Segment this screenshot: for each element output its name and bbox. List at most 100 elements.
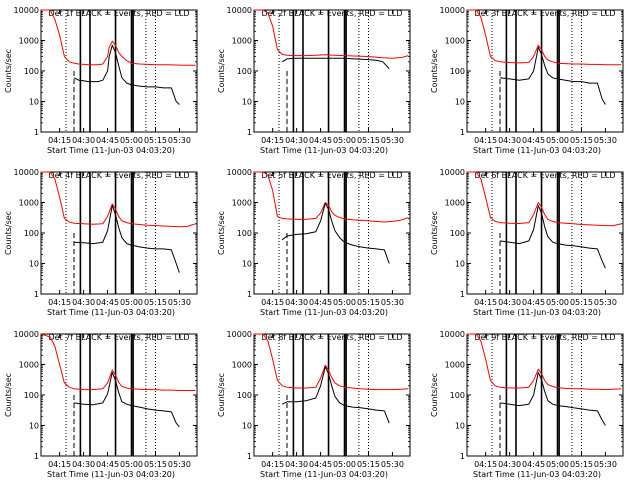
- plot-frame: [466, 333, 624, 457]
- x-tick-label: 05:00: [546, 460, 569, 469]
- y-tick-label: 10: [455, 98, 465, 107]
- y-tick-label: 10: [242, 422, 252, 431]
- x-tick-label: 05:30: [594, 460, 617, 469]
- y-axis-label: Counts/sec: [217, 211, 226, 255]
- y-tick-label: 1: [247, 290, 252, 299]
- x-tick-label: 05:30: [168, 460, 191, 469]
- series-line-lld: [466, 171, 622, 227]
- x-tick-label: 04:30: [498, 298, 521, 307]
- x-tick-label: 05:15: [144, 298, 167, 307]
- x-tick-label: 05:15: [357, 136, 380, 145]
- series-line-events: [499, 46, 606, 105]
- detector-panel-1: Det 1f BLACK = Events, RED = LLD 1 10 100 10…: [4, 6, 198, 155]
- detector-panel-3: Det 3f BLACK = Events, RED = LLD 1 10 100 10…: [430, 6, 624, 155]
- x-tick-label: 05:15: [570, 298, 593, 307]
- y-tick-label: 10000: [440, 330, 465, 339]
- y-tick-label: 1000: [19, 37, 39, 46]
- x-tick-label: 04:45: [522, 136, 545, 145]
- x-tick-label: 04:30: [72, 136, 95, 145]
- x-tick-label: 04:45: [522, 298, 545, 307]
- series-line-events: [281, 57, 390, 69]
- detector-panel-4: Det 4f BLACK = Events, RED = LLD 1 10 100 10…: [4, 168, 198, 317]
- y-axis-label: Counts/sec: [4, 211, 13, 255]
- panel-title: Det 1f BLACK = Events, RED = LLD: [48, 9, 189, 18]
- x-tick-label: 05:00: [120, 298, 143, 307]
- x-tick-label: 04:30: [498, 460, 521, 469]
- plot-frame: [466, 171, 624, 295]
- x-tick-label: 04:15: [261, 460, 284, 469]
- plot-frame: [40, 9, 198, 133]
- x-tick-label: 04:30: [285, 298, 308, 307]
- x-axis-label: Start Time (11-Jun-03 04:03:20): [473, 308, 601, 317]
- panel-title: Det 8f BLACK = Events, RED = LLD: [261, 333, 402, 342]
- y-axis-label: Counts/sec: [430, 49, 439, 93]
- x-axis-label: Start Time (11-Jun-03 04:03:20): [260, 308, 388, 317]
- y-tick-label: 100: [450, 67, 465, 76]
- x-tick-label: 04:15: [48, 460, 71, 469]
- y-tick-label: 1: [460, 128, 465, 137]
- series-line-events: [73, 205, 180, 273]
- y-tick-label: 1: [34, 452, 39, 461]
- y-tick-label: 1000: [19, 199, 39, 208]
- x-axis-label: Start Time (11-Jun-03 04:03:20): [473, 146, 601, 155]
- y-tick-label: 10: [29, 260, 39, 269]
- y-tick-label: 10: [242, 98, 252, 107]
- x-tick-label: 04:15: [261, 298, 284, 307]
- y-tick-label: 100: [24, 391, 39, 400]
- series-line-events: [499, 371, 606, 426]
- y-tick-label: 1000: [19, 361, 39, 370]
- y-tick-label: 100: [450, 391, 465, 400]
- detector-panel-6: Det 6f BLACK = Events, RED = LLD 1 10 100 10…: [430, 168, 624, 317]
- y-tick-label: 10000: [440, 168, 465, 177]
- y-tick-label: 1: [247, 452, 252, 461]
- x-tick-label: 05:30: [168, 298, 191, 307]
- x-tick-label: 04:45: [96, 298, 119, 307]
- y-tick-label: 100: [450, 229, 465, 238]
- x-tick-label: 04:15: [474, 136, 497, 145]
- y-axis-label: Counts/sec: [430, 373, 439, 417]
- detector-panel-7: Det 7f BLACK = Events, RED = LLD 1 10 100 10…: [4, 330, 198, 479]
- plot-frame: [253, 171, 411, 295]
- plot-frame: [466, 9, 624, 133]
- detector-panel-8: Det 8f BLACK = Events, RED = LLD 1 10 100 10…: [217, 330, 411, 479]
- x-tick-label: 05:30: [381, 298, 404, 307]
- y-tick-label: 10000: [227, 6, 252, 15]
- plot-frame: [40, 333, 198, 457]
- series-line-lld: [466, 9, 622, 66]
- y-tick-label: 1000: [445, 199, 465, 208]
- series-line-events: [73, 371, 180, 428]
- series-line-lld: [40, 333, 196, 391]
- x-tick-label: 04:45: [309, 460, 332, 469]
- x-tick-label: 05:00: [333, 460, 356, 469]
- y-tick-label: 1000: [232, 37, 252, 46]
- x-tick-label: 05:30: [594, 136, 617, 145]
- x-tick-label: 05:15: [144, 136, 167, 145]
- x-tick-label: 04:45: [309, 298, 332, 307]
- x-tick-label: 04:30: [285, 460, 308, 469]
- series-line-lld: [40, 171, 196, 228]
- x-tick-label: 05:00: [333, 136, 356, 145]
- x-tick-label: 04:45: [309, 136, 332, 145]
- x-tick-label: 04:45: [522, 460, 545, 469]
- x-axis-label: Start Time (11-Jun-03 04:03:20): [473, 470, 601, 479]
- y-tick-label: 1000: [445, 37, 465, 46]
- x-tick-label: 05:15: [357, 298, 380, 307]
- x-tick-label: 04:30: [285, 136, 308, 145]
- series-line-lld: [253, 9, 409, 59]
- x-tick-label: 04:15: [261, 136, 284, 145]
- x-tick-label: 05:30: [168, 136, 191, 145]
- panel-title: Det 2f BLACK = Events, RED = LLD: [261, 9, 402, 18]
- y-tick-label: 1: [460, 452, 465, 461]
- y-tick-label: 1: [34, 290, 39, 299]
- y-axis-label: Counts/sec: [4, 49, 13, 93]
- y-tick-label: 1000: [232, 361, 252, 370]
- plot-frame: [253, 9, 411, 133]
- y-tick-label: 10: [242, 260, 252, 269]
- x-tick-label: 05:00: [120, 460, 143, 469]
- detector-panel-2: Det 2f BLACK = Events, RED = LLD 1 10 100 10…: [217, 6, 411, 155]
- y-axis-label: Counts/sec: [430, 211, 439, 255]
- x-tick-label: 05:15: [357, 460, 380, 469]
- y-tick-label: 10: [29, 98, 39, 107]
- x-tick-label: 05:15: [144, 460, 167, 469]
